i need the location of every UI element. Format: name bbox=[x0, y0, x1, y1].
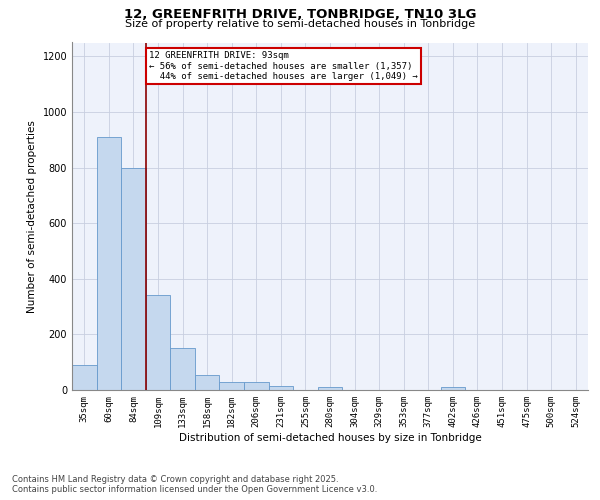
Bar bbox=[97, 137, 121, 390]
Bar bbox=[318, 387, 342, 390]
Bar bbox=[244, 382, 269, 390]
Text: Contains HM Land Registry data © Crown copyright and database right 2025.
Contai: Contains HM Land Registry data © Crown c… bbox=[12, 474, 377, 494]
Bar bbox=[269, 386, 293, 390]
Y-axis label: Number of semi-detached properties: Number of semi-detached properties bbox=[27, 120, 37, 312]
Bar bbox=[170, 348, 195, 390]
Text: 12 GREENFRITH DRIVE: 93sqm
← 56% of semi-detached houses are smaller (1,357)
  4: 12 GREENFRITH DRIVE: 93sqm ← 56% of semi… bbox=[149, 51, 418, 81]
Bar bbox=[121, 168, 146, 390]
Bar bbox=[440, 386, 465, 390]
X-axis label: Distribution of semi-detached houses by size in Tonbridge: Distribution of semi-detached houses by … bbox=[179, 432, 481, 442]
Text: Size of property relative to semi-detached houses in Tonbridge: Size of property relative to semi-detach… bbox=[125, 19, 475, 29]
Bar bbox=[220, 382, 244, 390]
Bar bbox=[72, 365, 97, 390]
Text: 12, GREENFRITH DRIVE, TONBRIDGE, TN10 3LG: 12, GREENFRITH DRIVE, TONBRIDGE, TN10 3L… bbox=[124, 8, 476, 20]
Bar bbox=[146, 296, 170, 390]
Bar bbox=[195, 374, 220, 390]
